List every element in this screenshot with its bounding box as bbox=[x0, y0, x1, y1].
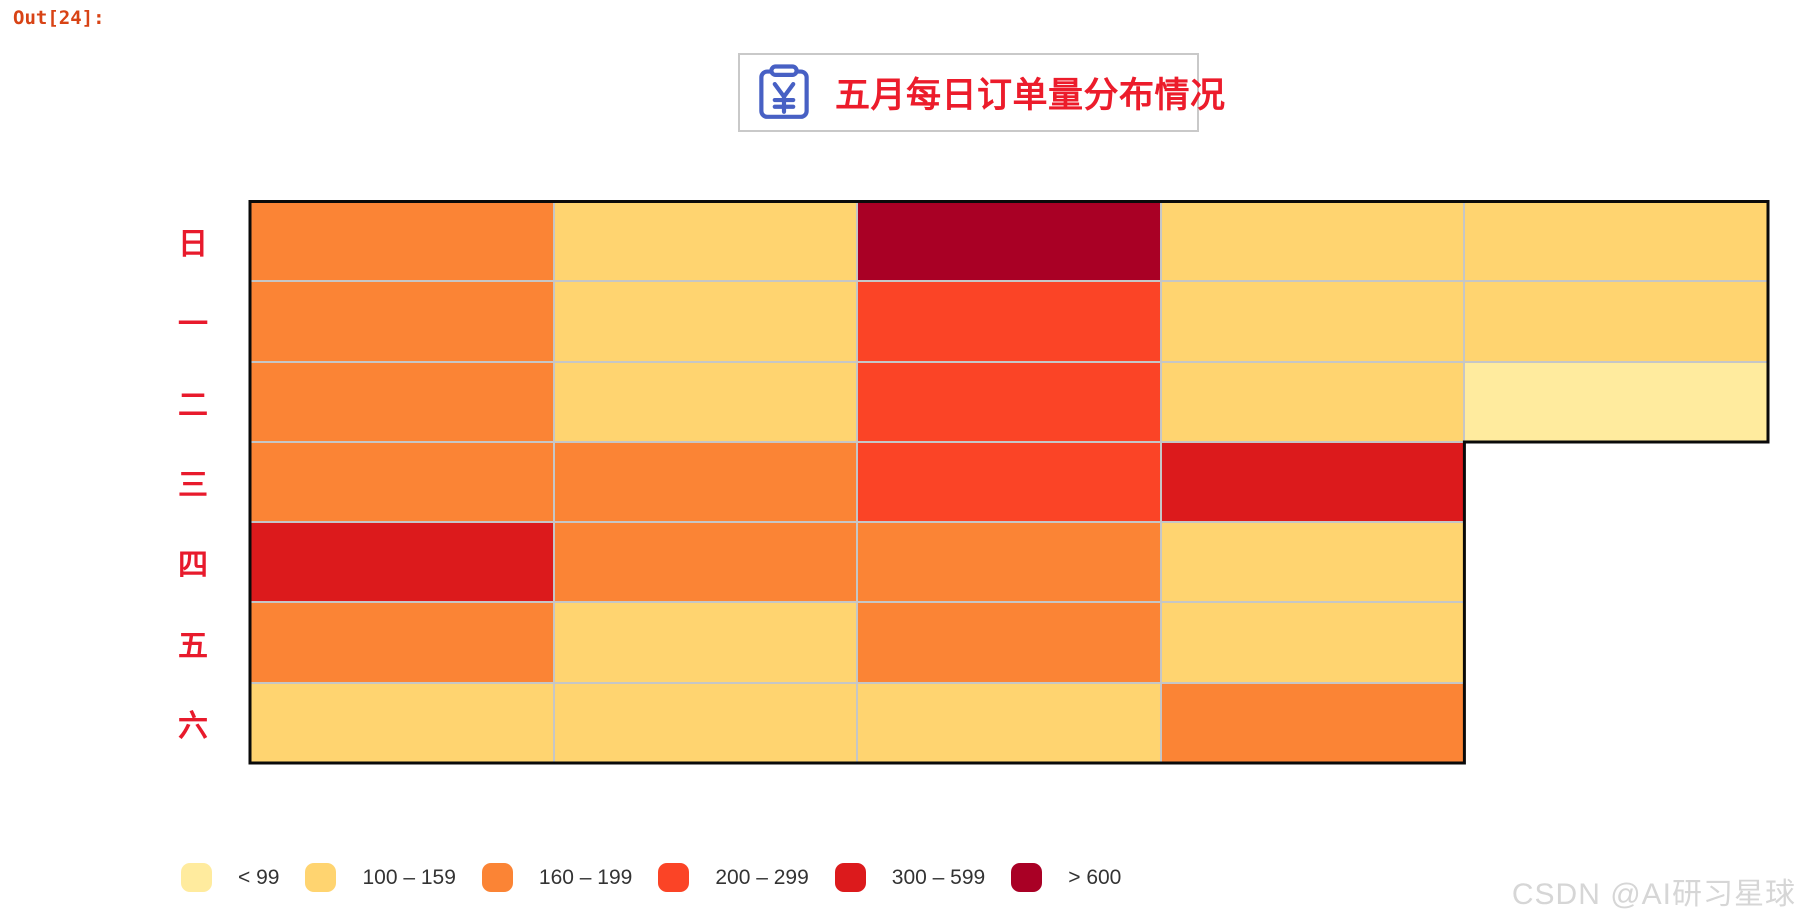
legend-item[interactable]: 200 – 299 bbox=[658, 863, 809, 892]
legend-label: 200 – 299 bbox=[715, 865, 809, 889]
heatmap-cell[interactable] bbox=[1464, 281, 1768, 362]
legend-label: > 600 bbox=[1068, 865, 1122, 889]
heatmap-cell[interactable] bbox=[1160, 522, 1465, 603]
heatmap-cell[interactable] bbox=[1160, 441, 1465, 523]
heatmap-cell[interactable] bbox=[1464, 201, 1768, 282]
heatmap-cell[interactable] bbox=[250, 281, 554, 362]
heatmap-cell[interactable] bbox=[250, 602, 554, 683]
legend-label: < 99 bbox=[238, 865, 280, 889]
legend-label: 160 – 199 bbox=[538, 865, 633, 889]
heatmap-cell[interactable] bbox=[857, 522, 1161, 603]
weekday-label: 四 bbox=[178, 549, 208, 583]
heatmap-cell[interactable] bbox=[857, 201, 1161, 282]
heatmap-cell[interactable] bbox=[553, 361, 858, 442]
heatmap-cell[interactable] bbox=[1160, 602, 1465, 683]
legend-label: 300 – 599 bbox=[891, 865, 986, 889]
heatmap-cell[interactable] bbox=[1464, 361, 1768, 442]
heatmap-cell[interactable] bbox=[250, 201, 554, 282]
heatmap-cell[interactable] bbox=[250, 522, 554, 603]
heatmap-cell[interactable] bbox=[250, 682, 554, 764]
heatmap-cell[interactable] bbox=[553, 602, 858, 683]
heatmap-cell[interactable] bbox=[553, 441, 858, 523]
chart-title: 五月每日订单量分布情况 bbox=[835, 76, 1226, 115]
legend-swatch bbox=[181, 863, 212, 892]
weekday-label: 日 bbox=[178, 228, 208, 262]
weekday-label: 一 bbox=[178, 308, 208, 342]
legend-item[interactable]: < 99 bbox=[181, 863, 279, 892]
heatmap-cell[interactable] bbox=[553, 201, 858, 282]
weekday-label: 三 bbox=[178, 469, 208, 502]
heatmap-cell[interactable] bbox=[857, 281, 1161, 362]
jupyter-out-prompt: Out[24]: bbox=[13, 7, 105, 29]
legend-swatch bbox=[1011, 863, 1043, 892]
legend-swatch bbox=[481, 863, 513, 892]
legend-item[interactable]: 100 – 159 bbox=[305, 863, 456, 892]
weekday-label: 六 bbox=[178, 709, 208, 743]
heatmap-cell[interactable] bbox=[1160, 361, 1465, 442]
heatmap-cell[interactable] bbox=[250, 361, 554, 442]
heatmap-cell[interactable] bbox=[1160, 201, 1465, 282]
visualmap-legend: < 99 100 – 159 160 – 199 200 – 299 300 – 599… bbox=[181, 863, 1121, 892]
legend-item[interactable]: 160 – 199 bbox=[481, 863, 633, 892]
heatmap-cell[interactable] bbox=[857, 441, 1161, 523]
heatmap-cell[interactable] bbox=[250, 441, 554, 523]
heatmap-cell[interactable] bbox=[1160, 682, 1465, 764]
legend-swatch bbox=[834, 863, 866, 892]
heatmap-cell[interactable] bbox=[553, 522, 858, 603]
yen-order-icon bbox=[759, 64, 809, 119]
heatmap-cell[interactable] bbox=[553, 682, 858, 764]
heatmap-cell[interactable] bbox=[1160, 281, 1465, 362]
chart-title-box: 五月每日订单量分布情况 bbox=[738, 53, 1225, 132]
heatmap-cell[interactable] bbox=[857, 602, 1161, 683]
weekday-label: 二 bbox=[178, 388, 208, 422]
weekday-label: 五 bbox=[178, 629, 208, 663]
heatmap-cell[interactable] bbox=[857, 361, 1161, 442]
csdn-watermark: CSDN @AI研习星球 bbox=[1511, 878, 1796, 911]
legend-item[interactable]: 300 – 599 bbox=[834, 863, 986, 892]
legend-item[interactable]: > 600 bbox=[1011, 863, 1121, 892]
legend-swatch bbox=[305, 863, 337, 892]
legend-swatch bbox=[658, 863, 690, 892]
heatmap-cell[interactable] bbox=[553, 281, 858, 362]
heatmap-cell[interactable] bbox=[857, 682, 1161, 764]
legend-label: 100 – 159 bbox=[362, 865, 456, 889]
